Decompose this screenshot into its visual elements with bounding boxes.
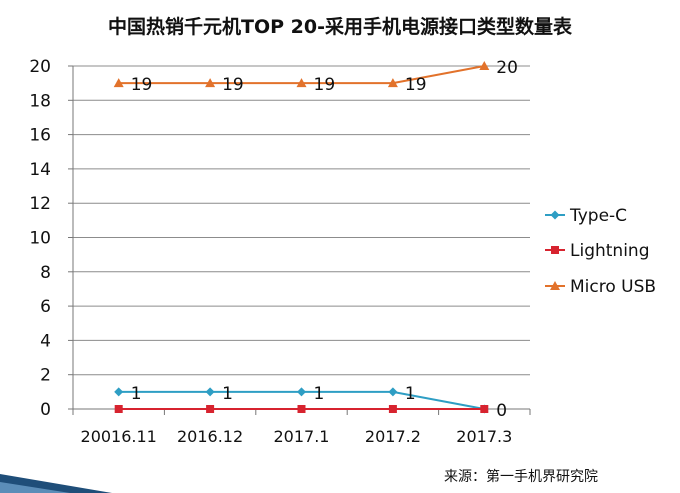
data-point	[113, 78, 124, 88]
legend-marker	[550, 281, 560, 290]
data-point	[205, 78, 216, 88]
data-label: 1	[314, 384, 325, 404]
series-micro-usb: 19 19 19 19 20	[113, 58, 518, 95]
y-tick-label: 10	[29, 229, 51, 249]
data-label: 19	[131, 75, 153, 95]
legend-item: Lightning	[545, 241, 650, 261]
data-point	[479, 61, 490, 70]
x-tick-label: 2017.3	[456, 427, 512, 446]
y-tick-label: 4	[40, 331, 51, 351]
legend: Type-C Lightning Micro USB	[545, 206, 656, 297]
data-point	[388, 405, 397, 413]
chart-title: 中国热销千元机TOP 20-采用手机电源接口类型数量表	[108, 16, 572, 38]
y-tick-label: 0	[40, 400, 51, 420]
data-label: 19	[222, 75, 244, 95]
legend-marker	[551, 246, 559, 254]
legend-label: Micro USB	[570, 277, 656, 297]
data-point	[387, 78, 398, 88]
corner-accent	[0, 474, 112, 493]
y-tick-label: 12	[29, 194, 51, 214]
y-tick-label: 2	[40, 366, 51, 386]
grid-lines	[73, 65, 530, 376]
data-point	[297, 387, 306, 397]
x-axis-ticks: 20016.11 2016.12 2017.1 2017.2 2017.3	[72, 409, 531, 446]
data-point	[296, 78, 307, 88]
data-point	[114, 405, 123, 413]
data-point	[114, 387, 124, 397]
y-tick-label: 20	[29, 57, 51, 77]
data-label: 19	[405, 75, 427, 95]
y-tick-label: 6	[40, 297, 51, 317]
y-tick-label: 18	[29, 91, 51, 111]
y-tick-label: 8	[40, 263, 51, 283]
data-label: 1	[222, 384, 233, 404]
legend-label: Type-C	[569, 206, 627, 226]
series-type-c: 1 1 1 1 0	[114, 384, 507, 421]
accent-stripe-light	[0, 482, 70, 493]
x-tick-label: 2016.12	[177, 427, 243, 446]
legend-item: Type-C	[545, 206, 627, 226]
data-point	[205, 387, 215, 397]
source-note: 来源：第一手机界研究院	[444, 469, 598, 485]
data-label: 1	[405, 384, 416, 404]
y-tick-label: 16	[29, 126, 51, 146]
data-label: 20	[496, 58, 518, 78]
legend-item: Micro USB	[545, 277, 656, 297]
x-tick-label: 2017.2	[365, 427, 421, 446]
legend-label: Lightning	[570, 241, 650, 261]
legend-marker	[550, 210, 560, 220]
data-point	[388, 387, 398, 397]
x-tick-label: 20016.11	[81, 427, 157, 446]
data-point	[206, 405, 215, 413]
data-point	[480, 405, 489, 413]
data-label: 1	[131, 384, 142, 404]
y-tick-label: 14	[29, 160, 51, 180]
y-axis-ticks: 0 2 4 6 8 10 12 14 16 18 20	[29, 57, 73, 420]
data-label: 0	[496, 401, 507, 421]
x-tick-label: 2017.1	[274, 427, 330, 446]
series-lightning	[114, 405, 489, 413]
data-point	[297, 405, 306, 413]
data-label: 19	[314, 75, 336, 95]
